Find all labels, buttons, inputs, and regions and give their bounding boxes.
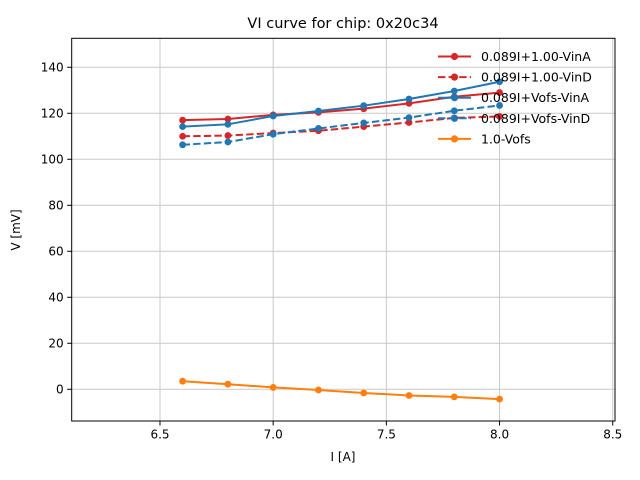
series-marker <box>315 107 322 115</box>
series-marker <box>224 115 232 123</box>
legend-label: 1.0-Vofs <box>481 131 531 146</box>
y-tick-label: 20 <box>48 336 63 350</box>
y-tick-label: 120 <box>41 106 64 120</box>
legend-entry: 0.089I+1.00-VinA <box>438 49 591 64</box>
series-marker <box>450 393 458 401</box>
series-marker <box>179 141 187 149</box>
series-marker <box>224 132 232 139</box>
y-tick-label: 60 <box>48 244 63 258</box>
series-marker <box>405 119 413 126</box>
series-marker <box>450 107 458 115</box>
y-tick-label: 40 <box>48 290 63 304</box>
legend-handle-marker <box>450 73 459 81</box>
series-line <box>182 380 500 401</box>
series-marker <box>360 389 368 397</box>
legend-label: 0.089I+1.00-VinD <box>481 70 592 85</box>
series-marker <box>496 113 503 120</box>
series-line <box>182 80 500 128</box>
x-tick-label: 7.5 <box>377 428 396 442</box>
series-marker <box>269 112 277 120</box>
series-marker <box>315 125 322 132</box>
y-axis-label: V [mV] <box>9 209 23 250</box>
x-axis-label: I [A] <box>331 450 356 464</box>
grid-layer <box>71 38 615 421</box>
series-marker <box>496 395 503 403</box>
legend-label: 0.089I+Vofs-VinA <box>481 90 590 105</box>
series-marker <box>224 120 232 128</box>
y-tick-label: 100 <box>41 152 64 166</box>
series-marker <box>360 102 368 110</box>
axes-layer: 6.5 7.0 7.5 8.0 8.5 0 20 40 60 80 100 120 140 <box>41 37 622 442</box>
legend-entry: 0.089I+Vofs-VinA <box>438 90 590 105</box>
legend-handle-marker <box>450 135 459 143</box>
series-marker <box>405 114 413 122</box>
y-tick-label: 0 <box>56 382 64 396</box>
legend-entry: 0.089I+1.00-VinD <box>438 70 592 85</box>
series-marker <box>405 95 413 103</box>
legend-entry: 1.0-Vofs <box>438 131 531 146</box>
series-marker <box>496 102 503 109</box>
series-marker <box>179 377 187 385</box>
plot-spines <box>71 37 616 422</box>
series-marker <box>269 130 277 138</box>
series-marker <box>360 119 368 127</box>
series-line <box>182 104 500 146</box>
x-tick-label: 6.5 <box>150 428 169 442</box>
series-marker <box>269 384 277 391</box>
legend-handle-marker <box>450 52 459 61</box>
legend-label: 0.089I+1.00-VinA <box>481 49 591 64</box>
series-marker <box>179 116 187 124</box>
series-marker <box>405 392 413 399</box>
chart-title: VI curve for chip: 0x20c34 <box>247 16 438 32</box>
x-tick-label: 7.0 <box>264 428 283 442</box>
x-tick-label: 8.0 <box>490 428 509 442</box>
series-marker <box>224 138 232 146</box>
legend-entry: 0.089I+Vofs-VinD <box>438 111 590 126</box>
series-marker <box>315 386 322 394</box>
series-marker <box>450 87 458 95</box>
series-marker <box>496 78 503 86</box>
y-tick-label: 140 <box>41 60 64 74</box>
legend-label: 0.089I+Vofs-VinD <box>481 111 590 126</box>
x-tick-label: 8.5 <box>603 428 622 442</box>
legend-handle-marker <box>450 114 459 122</box>
series-marker <box>179 123 187 131</box>
series-marker <box>496 89 503 96</box>
y-tick-label: 80 <box>48 198 63 212</box>
series-marker <box>179 132 187 140</box>
legend-handle-marker <box>450 94 459 102</box>
series-marker <box>224 380 232 388</box>
series-layer <box>179 78 503 403</box>
legend: 0.089I+1.00-VinA 0.089I+1.00-VinD 0.089I+V… <box>438 49 592 146</box>
